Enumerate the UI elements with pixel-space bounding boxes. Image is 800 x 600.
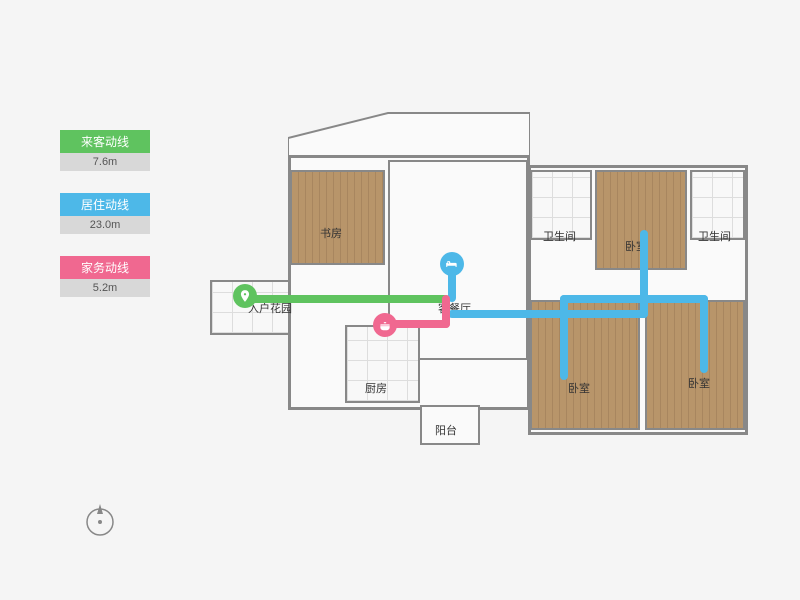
path-living <box>640 295 708 303</box>
path-icon-guest <box>233 284 257 308</box>
path-living <box>560 295 568 380</box>
room-label: 厨房 <box>365 380 387 396</box>
compass-icon <box>80 500 120 540</box>
legend-value: 23.0m <box>60 216 150 234</box>
legend-label: 居住动线 <box>60 193 150 216</box>
path-icon-housework <box>373 313 397 337</box>
room-卧室 <box>530 300 640 430</box>
floorplan: 阳台书房卫生间卧室卫生间入户花园客餐厅厨房卧室卧室阳台 <box>210 100 750 500</box>
path-icon-living <box>440 252 464 276</box>
legend-value: 7.6m <box>60 153 150 171</box>
legend-label: 来客动线 <box>60 130 150 153</box>
room-label: 卧室 <box>688 375 710 391</box>
room-label: 卫生间 <box>698 228 731 244</box>
room-label: 阳台 <box>435 422 457 438</box>
room-label: 书房 <box>320 225 342 241</box>
roof-outline <box>288 108 530 158</box>
room-卧室 <box>645 300 745 430</box>
room-书房 <box>290 170 385 265</box>
legend-item-guest: 来客动线 7.6m <box>60 130 150 171</box>
path-living <box>560 295 648 303</box>
legend-item-housework: 家务动线 5.2m <box>60 256 150 297</box>
path-guest <box>245 295 450 303</box>
legend-item-living: 居住动线 23.0m <box>60 193 150 234</box>
legend-panel: 来客动线 7.6m 居住动线 23.0m 家务动线 5.2m <box>60 130 150 319</box>
room-label: 卧室 <box>568 380 590 396</box>
room-label: 卫生间 <box>543 228 576 244</box>
path-living <box>448 310 648 318</box>
legend-value: 5.2m <box>60 279 150 297</box>
path-living <box>700 295 708 373</box>
path-housework <box>442 295 450 328</box>
path-living <box>640 230 648 318</box>
legend-label: 家务动线 <box>60 256 150 279</box>
